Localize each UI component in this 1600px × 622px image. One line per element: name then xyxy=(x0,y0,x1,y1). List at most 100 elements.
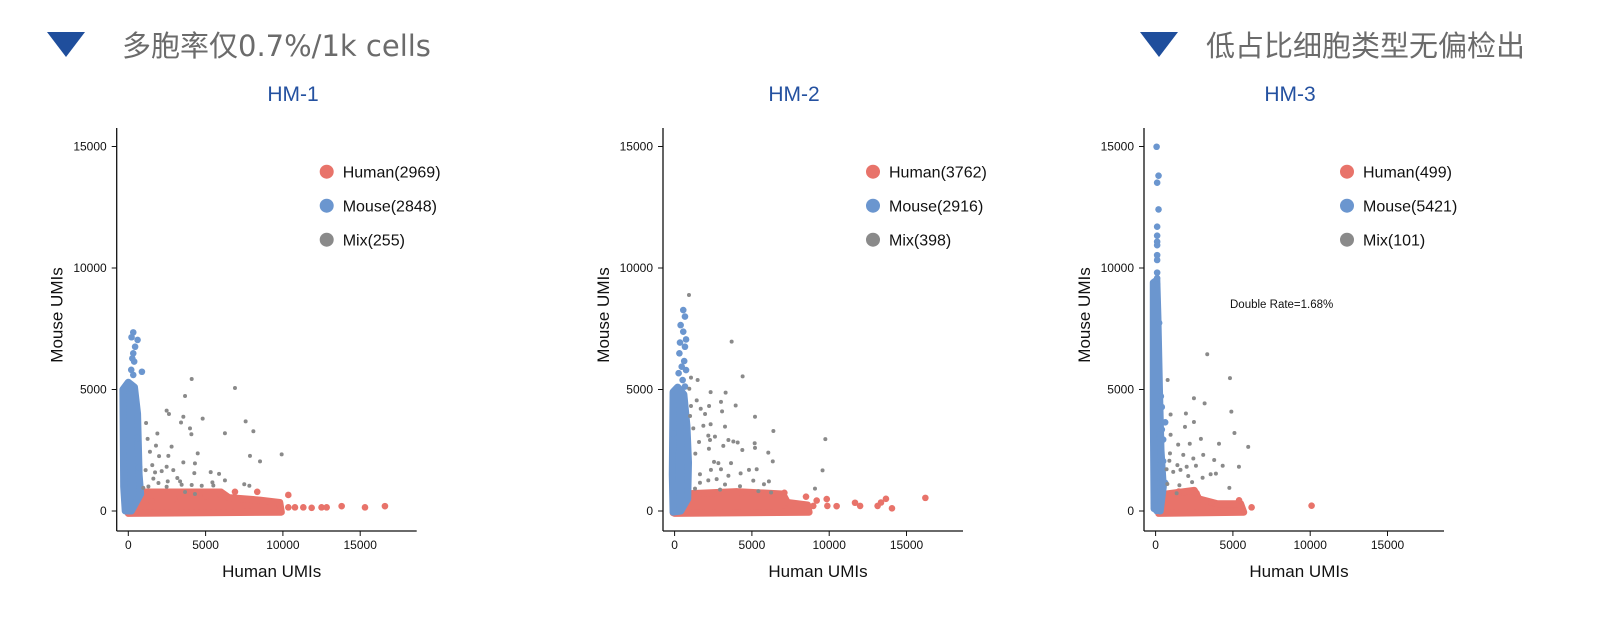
human-point xyxy=(285,504,292,511)
mix-point xyxy=(706,446,711,451)
human-point xyxy=(338,502,345,510)
mouse-point xyxy=(680,357,688,365)
mix-point xyxy=(770,459,775,464)
legend-mix-label: Mix(398) xyxy=(889,233,951,250)
mix-point xyxy=(766,479,771,484)
mouse-point xyxy=(679,376,686,384)
mouse-point xyxy=(1153,232,1161,239)
mix-point xyxy=(1201,452,1206,457)
legend-mouse-marker xyxy=(1340,198,1354,213)
human-point xyxy=(323,504,330,511)
mix-point xyxy=(721,443,726,448)
mouse-point xyxy=(135,463,143,471)
mouse-point xyxy=(1153,269,1161,276)
human-point xyxy=(202,493,209,500)
mix-point xyxy=(247,453,252,458)
mix-point xyxy=(171,468,176,473)
mix-point xyxy=(1205,352,1210,357)
mix-point xyxy=(179,482,184,487)
mix-point xyxy=(164,464,169,469)
mouse-point xyxy=(1153,281,1161,289)
human-point xyxy=(216,491,224,499)
human-point xyxy=(285,491,292,499)
mix-point xyxy=(708,422,713,427)
mix-point xyxy=(1176,442,1181,447)
mix-point xyxy=(1186,474,1191,479)
mouse-point xyxy=(676,349,683,357)
chart-title: HM-2 xyxy=(768,83,819,106)
series-mix xyxy=(1164,352,1251,496)
mix-point xyxy=(769,490,774,495)
mix-point xyxy=(1182,424,1187,429)
mix-point xyxy=(222,478,227,483)
human-point xyxy=(856,502,864,510)
mix-point xyxy=(688,413,693,418)
human-point xyxy=(781,489,788,497)
legend-mix-marker xyxy=(866,232,880,247)
human-point xyxy=(813,497,820,504)
mix-point xyxy=(1171,469,1176,474)
x-tick-label: 15000 xyxy=(1371,538,1405,552)
x-tick-label: 15000 xyxy=(890,538,924,552)
mix-point xyxy=(706,433,711,438)
mouse-point xyxy=(1161,419,1169,426)
mix-point xyxy=(701,423,706,428)
mix-point xyxy=(752,441,757,446)
human-point xyxy=(381,502,389,510)
mix-point xyxy=(693,451,698,456)
human-point xyxy=(802,493,810,500)
human-dense-cluster xyxy=(1155,486,1248,517)
mix-point xyxy=(166,412,171,417)
mix-point xyxy=(1184,464,1189,469)
mix-point xyxy=(150,463,155,468)
mouse-point xyxy=(131,343,139,351)
mix-point xyxy=(726,438,731,443)
mix-point xyxy=(164,484,169,489)
mix-point xyxy=(688,375,693,380)
mix-point xyxy=(165,479,170,484)
mouse-point xyxy=(681,343,689,351)
mix-point xyxy=(159,469,164,474)
mix-point xyxy=(247,483,252,488)
mix-point xyxy=(181,460,186,465)
human-point xyxy=(823,495,831,503)
mix-point xyxy=(1183,411,1188,416)
mix-point xyxy=(718,487,723,492)
mix-point xyxy=(1167,451,1172,456)
x-tick-label: 0 xyxy=(671,538,678,552)
mix-point xyxy=(737,484,742,489)
chart-hm-1: HM-1 0 5000 10000 15000 0 5000 10000 15000 Human … xyxy=(48,83,441,581)
human-point xyxy=(231,488,239,496)
mix-point xyxy=(697,480,702,485)
mouse-point xyxy=(1155,172,1162,179)
mix-point xyxy=(146,484,151,489)
mouse-point xyxy=(1159,436,1167,443)
x-tick-label: 10000 xyxy=(1294,538,1328,552)
series-mouse xyxy=(1149,143,1169,515)
mouse-point xyxy=(1158,403,1166,411)
x-tick-label: 10000 xyxy=(266,538,300,552)
mix-point xyxy=(740,448,745,453)
legend-human-marker xyxy=(319,164,334,179)
legend-mix-marker xyxy=(319,232,334,247)
mouse-point xyxy=(1153,274,1161,282)
mix-point xyxy=(179,420,184,425)
mouse-point xyxy=(1153,241,1161,249)
mouse-point xyxy=(1153,251,1161,259)
mix-point xyxy=(151,476,156,481)
mouse-point xyxy=(1153,223,1161,230)
mix-point xyxy=(1174,491,1179,496)
legend-human-label: Human(499) xyxy=(1363,165,1452,182)
mix-point xyxy=(771,429,776,434)
chart-title: HM-1 xyxy=(267,83,318,106)
mix-point xyxy=(210,480,215,485)
mix-point xyxy=(1165,378,1170,383)
series-mouse xyxy=(668,306,693,516)
legend-mouse-label: Mouse(2916) xyxy=(889,199,983,216)
mix-point xyxy=(1213,471,1218,476)
mix-point xyxy=(1232,430,1237,435)
legend-mix-marker xyxy=(1340,232,1354,247)
mix-point xyxy=(1208,472,1213,477)
mix-point xyxy=(687,386,692,391)
y-tick-label: 15000 xyxy=(620,140,654,154)
